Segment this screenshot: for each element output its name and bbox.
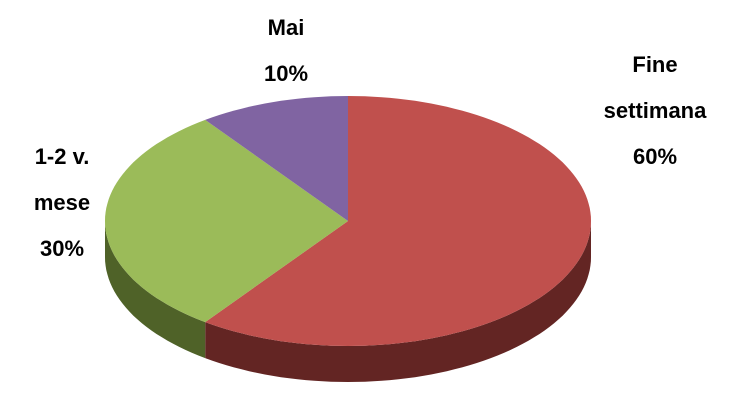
slice [205, 96, 591, 346]
category-label: Mai [267, 15, 305, 40]
slice-side [205, 221, 591, 382]
slice-label: Fine settimana 60% [585, 42, 725, 180]
value-label: 60% [632, 144, 678, 169]
slice-side [105, 221, 206, 359]
slice [105, 119, 348, 323]
value-label: 10% [263, 61, 309, 86]
category-label: 1-2 v. mese [33, 144, 91, 215]
slice-label: Mai 10% [236, 5, 336, 97]
value-label: 30% [39, 236, 85, 261]
slice [205, 96, 348, 221]
category-label: Fine settimana [603, 52, 707, 123]
slice-label: 1-2 v. mese 30% [12, 134, 112, 272]
